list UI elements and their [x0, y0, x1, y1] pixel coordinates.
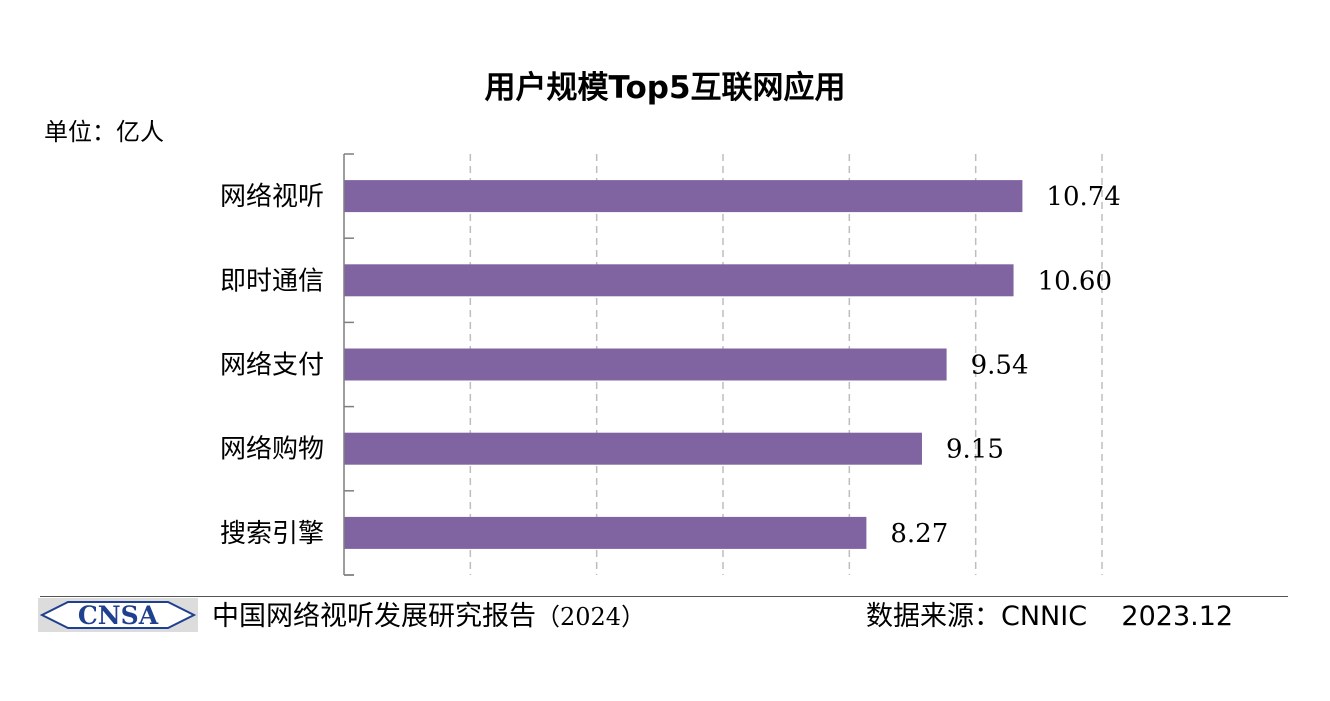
data-label: 9.15	[946, 435, 1004, 465]
logo-text: CNSA	[78, 601, 159, 630]
cnsa-logo: CNSA	[38, 598, 198, 632]
bar	[344, 348, 947, 381]
bar	[344, 516, 867, 549]
bar	[344, 432, 922, 465]
labels: 网络视听 10.74 即时通信 10.60 网络支付 9.54 网络购物 9.15 搜索引擎 8.…	[220, 182, 1121, 549]
report-name: 中国网络视听发展研究报告	[212, 601, 536, 632]
data-label: 10.74	[1046, 182, 1120, 212]
category-label: 网络购物	[220, 435, 324, 465]
data-source: 数据来源：CNNIC 2023.12	[866, 594, 1233, 633]
source-text: 数据来源：CNNIC	[866, 601, 1088, 632]
chart-title: 用户规模Top5互联网应用	[484, 70, 846, 106]
report-year: （2024）	[536, 603, 646, 631]
footer-divider	[40, 596, 1288, 597]
report-title: 中国网络视听发展研究报告（2024）	[212, 594, 645, 633]
data-label: 8.27	[890, 519, 948, 549]
bars	[344, 180, 1023, 549]
category-label: 即时通信	[220, 266, 324, 296]
bar	[344, 180, 1023, 213]
category-label: 网络支付	[220, 351, 324, 381]
data-label: 9.54	[971, 351, 1029, 381]
data-label: 10.60	[1038, 266, 1112, 296]
category-label: 搜索引擎	[220, 519, 324, 549]
y-axis	[343, 153, 354, 576]
source-date: 2023.12	[1121, 601, 1234, 632]
category-label: 网络视听	[220, 182, 324, 212]
bar	[344, 264, 1014, 297]
unit-label: 单位：亿人	[44, 118, 164, 146]
